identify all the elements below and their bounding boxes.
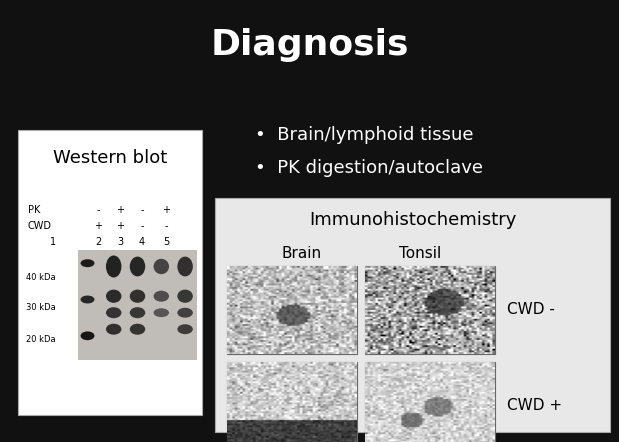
Text: •  PK digestion/autoclave: • PK digestion/autoclave	[255, 159, 483, 177]
Bar	[365, 362, 495, 442]
Text: 3: 3	[117, 237, 123, 247]
Ellipse shape	[106, 290, 121, 303]
Text: PK: PK	[28, 205, 40, 215]
Text: Western blot: Western blot	[53, 149, 167, 167]
Ellipse shape	[178, 324, 193, 334]
Ellipse shape	[154, 309, 169, 317]
Text: •  Brain/lymphoid tissue: • Brain/lymphoid tissue	[255, 126, 474, 144]
Ellipse shape	[106, 307, 121, 318]
Text: 4: 4	[139, 237, 145, 247]
Bar	[215, 198, 610, 432]
Text: Immunohistochemistry: Immunohistochemistry	[309, 211, 516, 229]
Ellipse shape	[80, 259, 95, 267]
Ellipse shape	[178, 257, 193, 276]
Ellipse shape	[178, 308, 193, 318]
Bar	[18, 130, 202, 415]
Bar	[227, 266, 357, 354]
Ellipse shape	[130, 290, 145, 303]
Text: CWD +: CWD +	[507, 399, 562, 414]
Text: Tonsil: Tonsil	[399, 245, 441, 260]
Ellipse shape	[178, 290, 193, 303]
Text: 1: 1	[50, 237, 56, 247]
Text: -: -	[96, 205, 100, 215]
Ellipse shape	[154, 291, 169, 302]
Text: Brain: Brain	[282, 245, 322, 260]
Text: CWD -: CWD -	[507, 302, 555, 317]
Bar	[227, 362, 357, 442]
Ellipse shape	[106, 255, 121, 278]
Text: -: -	[141, 205, 144, 215]
Text: Diagnosis: Diagnosis	[210, 28, 409, 62]
Ellipse shape	[130, 257, 145, 276]
Ellipse shape	[154, 259, 169, 274]
Text: CWD: CWD	[28, 221, 52, 231]
Ellipse shape	[80, 296, 95, 304]
Text: +: +	[94, 221, 102, 231]
Text: 30 kDa: 30 kDa	[26, 304, 56, 312]
Ellipse shape	[130, 324, 145, 335]
Text: 40 kDa: 40 kDa	[26, 274, 56, 282]
Text: +: +	[162, 205, 170, 215]
Text: 20 kDa: 20 kDa	[26, 335, 56, 344]
Bar	[78, 250, 197, 360]
Text: 2: 2	[95, 237, 101, 247]
Text: 5: 5	[163, 237, 169, 247]
Ellipse shape	[106, 324, 121, 335]
Ellipse shape	[130, 307, 145, 318]
Text: -: -	[141, 221, 144, 231]
Ellipse shape	[80, 332, 95, 340]
Text: +: +	[116, 205, 124, 215]
Text: -: -	[164, 221, 168, 231]
Text: +: +	[116, 221, 124, 231]
Bar	[365, 266, 495, 354]
